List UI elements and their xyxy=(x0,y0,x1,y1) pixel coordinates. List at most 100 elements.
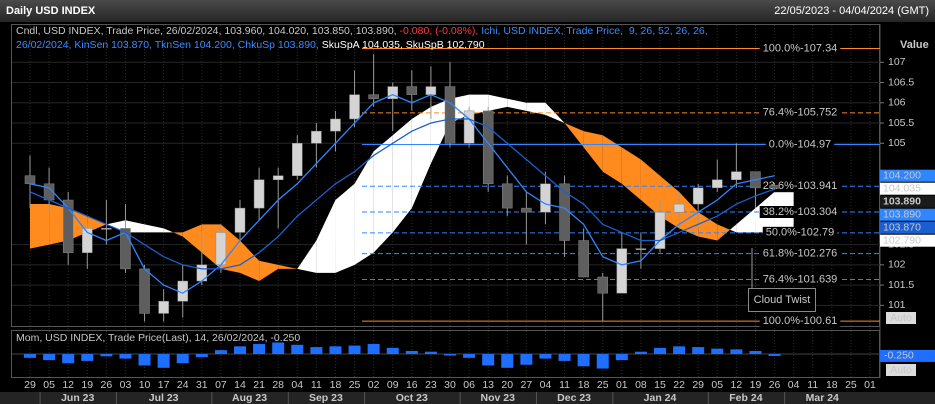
x-tick-label: 12 xyxy=(731,379,743,391)
candle-body xyxy=(120,228,131,270)
scale-button[interactable]: Auto xyxy=(890,312,912,324)
axis-value-box xyxy=(880,195,935,208)
bar xyxy=(81,354,94,361)
x-tick-label: 26 xyxy=(769,379,781,391)
scale-button-box[interactable] xyxy=(886,364,916,376)
candle-body xyxy=(330,118,341,132)
fib-label: 23.6%-103.941 xyxy=(763,180,838,192)
candle-body xyxy=(62,199,74,253)
bar xyxy=(463,354,476,358)
bar xyxy=(654,347,666,354)
bar xyxy=(157,354,170,368)
fib-label: 76.4%-105.752 xyxy=(763,107,838,119)
candle-body xyxy=(253,179,265,209)
x-tick-label: 01 xyxy=(616,379,628,391)
month-band xyxy=(0,392,935,404)
y-tick-label: 105 xyxy=(888,137,906,149)
fib-label-bg xyxy=(759,247,841,260)
candle-body xyxy=(368,94,379,99)
axis-value-box xyxy=(880,234,935,247)
scale-button[interactable]: Auto xyxy=(890,364,912,376)
cloud-segment xyxy=(640,159,660,217)
cloud-segment xyxy=(259,260,279,282)
x-tick-label: 08 xyxy=(635,379,647,391)
x-tick-label: 11 xyxy=(559,379,570,391)
axis-header: Value xyxy=(900,39,929,51)
x-tick-label: 25 xyxy=(349,379,361,391)
x-tick-label: 30 xyxy=(444,379,456,391)
x-tick-label: 31 xyxy=(196,379,208,391)
x-tick-label: 19 xyxy=(750,379,762,391)
x-tick-label: 02 xyxy=(368,379,380,391)
cloud-segment xyxy=(411,106,431,209)
x-tick-label: 21 xyxy=(253,379,265,391)
scale-button-box[interactable] xyxy=(886,312,916,324)
cloud-segment xyxy=(163,228,174,233)
month-label: Jul 23 xyxy=(149,392,179,404)
y-tick-label: 105.5 xyxy=(888,117,914,129)
fib-label: 61.8%-102.276 xyxy=(763,248,838,260)
bar xyxy=(119,354,132,359)
candle-body xyxy=(482,110,494,185)
fib-label: 100.0%-107.34 xyxy=(763,42,838,54)
bar xyxy=(673,346,686,354)
candle-body xyxy=(616,248,628,294)
x-tick-label: 26 xyxy=(101,379,113,391)
candle-body xyxy=(139,268,150,314)
legend-line: Cndl, USD INDEX, Trade Price, 26/02/2024… xyxy=(16,25,708,37)
cloud-segment xyxy=(621,147,641,201)
candle-body xyxy=(597,276,608,294)
cloud-segment xyxy=(736,208,756,233)
month-label: Dec 23 xyxy=(557,392,591,404)
x-tick-label: 10 xyxy=(139,379,151,391)
x-tick-label: 07 xyxy=(215,379,227,391)
candle-body xyxy=(158,301,169,314)
legend-item: 26/02/2024, KinSen 103.870, TknSen 104.2… xyxy=(16,39,322,51)
x-tick-label: 04 xyxy=(540,379,552,391)
month-label: Jan 24 xyxy=(644,392,677,404)
y-tick-label: 107 xyxy=(888,56,906,68)
candle-body xyxy=(731,171,742,181)
fib-label-bg xyxy=(765,138,835,151)
x-tick-label: 19 xyxy=(81,379,93,391)
x-tick-label: 06 xyxy=(463,379,475,391)
candle-body xyxy=(635,248,647,250)
candle-body xyxy=(24,175,36,185)
candle-body xyxy=(349,94,360,120)
legend-item: Cndl, USD INDEX, Trade Price, 26/02/2024… xyxy=(16,25,400,37)
candle-body xyxy=(463,110,475,144)
candle-body xyxy=(234,207,246,233)
fib-label-bg xyxy=(759,106,841,119)
candle-body xyxy=(521,207,532,213)
cloud-segment xyxy=(182,224,202,253)
bar xyxy=(444,354,456,356)
x-tick-label: 23 xyxy=(425,379,437,391)
bar xyxy=(596,354,609,369)
legend-line: 26/02/2024, KinSen 103.870, TknSen 104.2… xyxy=(16,39,485,51)
ichimoku-line xyxy=(29,118,775,270)
month-label: Mar 24 xyxy=(806,392,839,404)
fib-label-bg xyxy=(759,273,841,286)
bar xyxy=(692,347,705,354)
y-tick-label: 106 xyxy=(888,97,906,109)
bar xyxy=(253,344,266,354)
cloud-segment xyxy=(240,240,260,282)
x-tick-label: 11 xyxy=(807,379,818,391)
candle-body xyxy=(444,86,456,144)
bar xyxy=(100,354,113,357)
axis-value-box xyxy=(880,208,935,221)
last-value-label: -0.250 xyxy=(884,350,914,362)
window-title: Daily USD INDEX xyxy=(6,5,96,17)
axis-value-label: 103.890 xyxy=(883,208,921,220)
bar xyxy=(24,354,36,358)
annotation-box xyxy=(748,288,816,312)
candle-body xyxy=(712,179,723,189)
cloud-segment xyxy=(173,232,183,237)
cloud-segment xyxy=(545,102,565,124)
bar xyxy=(520,354,533,365)
cloud-segment xyxy=(30,204,50,249)
candle-body xyxy=(769,185,780,189)
x-tick-label: 05 xyxy=(43,379,55,391)
x-tick-label: 14 xyxy=(234,379,246,391)
